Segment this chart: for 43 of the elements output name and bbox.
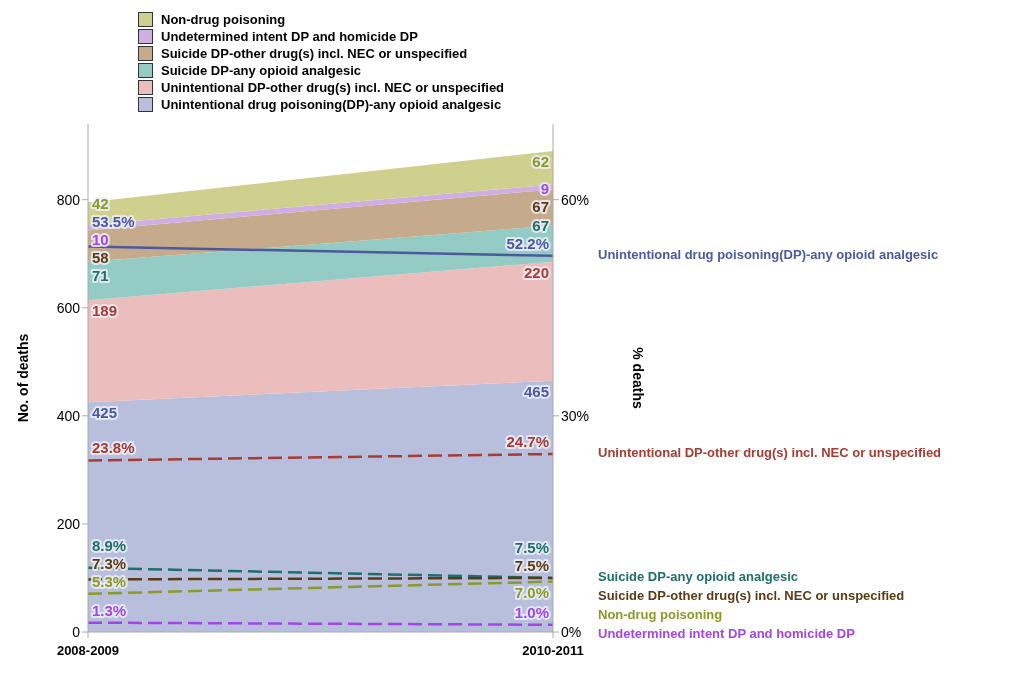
legend-label: Unintentional DP-other drug(s) incl. NEC or unspecified xyxy=(161,80,505,95)
y-tick-label: 600 xyxy=(56,299,81,316)
y-tick-label: 0 xyxy=(72,623,81,640)
legend-label: Undetermined intent DP and homicide DP xyxy=(161,29,418,44)
data-label: 189 xyxy=(92,302,118,320)
data-label: 425 xyxy=(92,404,118,422)
text: Suicide DP-other drug(s) incl. NEC or unspecified xyxy=(598,588,905,604)
legend-label: Non-drug poisoning xyxy=(161,12,286,27)
data-label: 7.5% xyxy=(514,538,549,556)
y2-axis-title: % deaths xyxy=(630,347,647,409)
data-label: 1.3% xyxy=(92,601,127,619)
legend-label: Suicide DP-any opioid analgesic xyxy=(161,63,362,78)
data-label: 67 xyxy=(532,216,549,234)
x-tick-label: 2010-2011 xyxy=(522,643,584,659)
y-axis-title: No. of deaths xyxy=(14,333,31,423)
data-label: 465 xyxy=(523,382,549,400)
y2-tick-label: 60% xyxy=(561,191,590,208)
data-label: 10 xyxy=(92,230,109,248)
text: Unintentional drug poisoning(DP)-any opioid analgesic xyxy=(598,247,939,263)
legend-label: Suicide DP-other drug(s) incl. NEC or unspecified xyxy=(161,46,468,61)
data-label: 62 xyxy=(532,152,549,170)
y2-tick-label: 30% xyxy=(561,407,590,424)
data-label: 67 xyxy=(532,197,549,215)
data-label: 23.8% xyxy=(92,439,135,457)
y-tick-label: 800 xyxy=(56,191,81,208)
data-label: 24.7% xyxy=(506,432,549,450)
y2-tick-label: 0% xyxy=(561,623,582,640)
text: Unintentional DP-other drug(s) incl. NEC or unspecified xyxy=(598,445,942,461)
data-label: 1.0% xyxy=(514,603,549,621)
data-label: 220 xyxy=(523,263,549,281)
data-label: 52.2% xyxy=(506,234,549,252)
data-label: 7.0% xyxy=(514,583,549,601)
text: Suicide DP-any opioid analgesic xyxy=(598,569,799,585)
legend-label: Unintentional drug poisoning(DP)-any opioid analgesic xyxy=(161,97,502,112)
data-label: 58 xyxy=(92,248,109,266)
y-tick-label: 400 xyxy=(56,407,81,424)
text: Non-drug poisoning xyxy=(598,607,723,623)
data-label: 71 xyxy=(92,266,109,284)
y-tick-label: 200 xyxy=(56,515,81,532)
data-label: 7.5% xyxy=(514,556,549,574)
x-tick-label: 2008-2009 xyxy=(56,643,120,659)
text: Undetermined intent DP and homicide DP xyxy=(598,626,856,642)
data-label: 8.9% xyxy=(92,536,127,554)
